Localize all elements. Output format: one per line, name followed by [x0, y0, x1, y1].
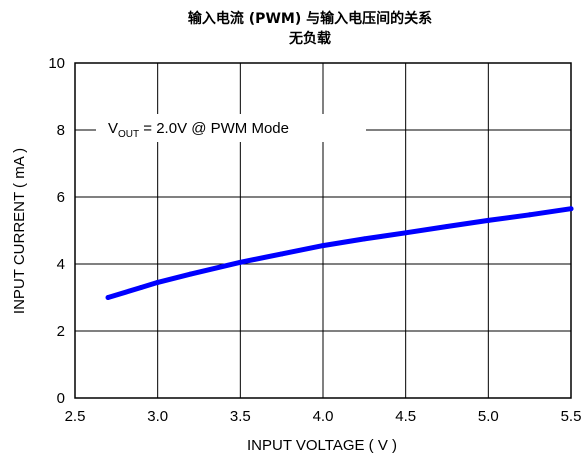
x-tick-label: 5.5	[561, 408, 582, 425]
data-point	[361, 236, 367, 242]
y-tick-labels: 0 2 4 6 8 10	[48, 55, 65, 407]
y-tick-label: 8	[57, 122, 65, 139]
data-point	[105, 295, 111, 300]
x-axis-label: INPUT VOLTAGE ( V )	[247, 437, 397, 454]
x-tick-label: 4.0	[313, 408, 334, 425]
data-point	[527, 212, 533, 218]
y-tick-label: 2	[57, 323, 65, 340]
x-tick-labels: 2.5 3.0 3.5 4.0 4.5 5.0 5.5	[65, 408, 582, 425]
chart-title: 输入电流 (PWM) 与输入电压间的关系	[188, 10, 432, 27]
x-tick-label: 3.5	[230, 408, 251, 425]
series-line	[105, 206, 574, 300]
data-point	[568, 206, 574, 212]
annotation-background	[96, 114, 366, 142]
x-tick-label: 4.5	[395, 408, 416, 425]
data-point	[188, 271, 194, 277]
chart-subtitle: 无负载	[288, 30, 331, 47]
annotation-v: V	[108, 120, 118, 137]
y-tick-label: 4	[57, 256, 65, 273]
annotation-text: = 2.0V @ PWM Mode	[139, 120, 289, 137]
data-point	[279, 251, 285, 257]
data-point	[403, 230, 409, 236]
annotation-subscript: OUT	[118, 129, 139, 140]
grid	[75, 63, 571, 398]
y-tick-label: 6	[57, 189, 65, 206]
data-point	[320, 243, 326, 249]
data-point	[138, 284, 144, 290]
data-point	[155, 279, 161, 285]
y-tick-label: 10	[48, 55, 65, 72]
data-point	[237, 259, 243, 265]
series-layer	[105, 206, 574, 300]
annotation: VOUT = 2.0V @ PWM Mode	[108, 120, 289, 140]
data-point	[444, 223, 450, 229]
data-point	[485, 217, 491, 223]
y-axis-label: INPUT CURRENT ( mA )	[11, 148, 28, 314]
x-tick-label: 3.0	[147, 408, 168, 425]
plot-frame	[74, 62, 572, 399]
y-tick-label: 0	[57, 390, 65, 407]
x-tick-label: 2.5	[65, 408, 86, 425]
x-tick-label: 5.0	[478, 408, 499, 425]
